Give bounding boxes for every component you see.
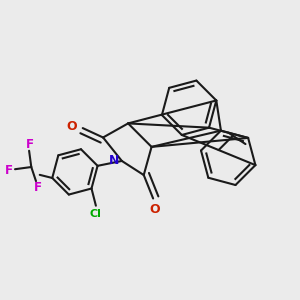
Text: N: N [109,154,119,167]
Text: O: O [67,120,77,133]
Text: Cl: Cl [89,208,101,218]
Text: O: O [149,203,160,216]
Text: F: F [26,138,34,151]
Text: F: F [34,181,41,194]
Text: F: F [5,164,13,177]
